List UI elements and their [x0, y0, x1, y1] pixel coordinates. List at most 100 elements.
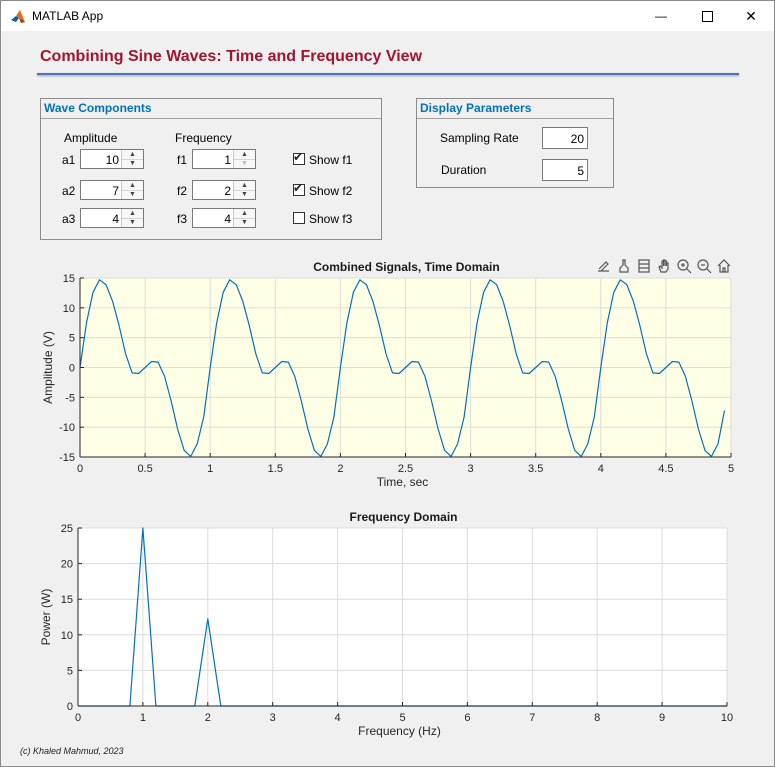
- data-tip-icon[interactable]: [634, 257, 654, 275]
- y-tick-label: -15: [59, 452, 75, 464]
- f1-label: f1: [177, 153, 188, 167]
- x-tick-label: 3.5: [528, 463, 543, 475]
- time-domain-chart[interactable]: 0 0.5 1 1.5 2 2.5 3 3.5 4 4.5 5 -15 -10 -5 0 5 10 15 Combi…: [41, 260, 734, 489]
- x-tick-label: 1: [207, 463, 213, 475]
- y-tick-label: -5: [65, 392, 75, 404]
- sampling-rate-value: 20: [570, 132, 584, 146]
- app-content: Combining Sine Waves: Time and Frequency…: [1, 31, 774, 766]
- show-f3-label[interactable]: Show f3: [309, 212, 353, 226]
- x-tick-label: 2.5: [398, 463, 413, 475]
- show-f2-label[interactable]: Show f2: [309, 184, 353, 198]
- duration-field[interactable]: 5: [542, 159, 588, 181]
- zoom-in-icon[interactable]: [674, 257, 694, 275]
- maximize-icon: [701, 10, 713, 22]
- y-tick-label: 15: [63, 273, 75, 285]
- increment-icon[interactable]: ▲: [234, 150, 255, 160]
- x-tick-label: 2: [337, 463, 343, 475]
- show-f3-checkbox[interactable]: [293, 212, 305, 224]
- minimize-button[interactable]: —: [638, 1, 684, 31]
- x-tick-label: 7: [529, 712, 535, 724]
- wave-components-title: Wave Components: [44, 101, 152, 115]
- decrement-icon[interactable]: ▼: [129, 160, 136, 167]
- a1-label: a1: [62, 153, 76, 167]
- wave-components-panel: Wave Components Amplitude Frequency a1 1…: [40, 98, 382, 240]
- checkmark-icon: ✔: [293, 181, 304, 195]
- y-tick-label: 0: [67, 701, 73, 713]
- copyright-text: (c) Khaled Mahmud, 2023: [20, 746, 124, 756]
- home-icon[interactable]: [714, 257, 734, 275]
- f3-value: 4: [224, 212, 231, 226]
- f2-label: f2: [177, 184, 188, 198]
- y-axis-label: Power (W): [39, 589, 53, 646]
- f2-value: 2: [224, 184, 231, 198]
- window-title: MATLAB App: [32, 9, 104, 23]
- x-tick-label: 1.5: [268, 463, 283, 475]
- app-header-title: Combining Sine Waves: Time and Frequency…: [40, 48, 423, 65]
- increment-icon[interactable]: ▲: [122, 209, 143, 219]
- f1-spinner[interactable]: 1 ▲ ▼: [192, 149, 256, 169]
- a3-label: a3: [62, 212, 76, 226]
- y-tick-label: 0: [69, 363, 75, 375]
- panel-divider: [41, 118, 381, 119]
- checkmark-icon: ✔: [293, 150, 304, 164]
- y-tick-label: 15: [61, 594, 73, 606]
- a2-spinner[interactable]: 7 ▲ ▼: [80, 180, 144, 200]
- title-bar: MATLAB App — ✕: [1, 1, 774, 31]
- y-axis-label: Amplitude (V): [41, 331, 55, 404]
- decrement-icon[interactable]: ▼: [241, 160, 248, 167]
- export-icon[interactable]: [594, 257, 614, 275]
- a1-spinner[interactable]: 10 ▲ ▼: [80, 149, 144, 169]
- axes-toolbar: [594, 257, 734, 275]
- f3-spinner[interactable]: 4 ▲ ▼: [192, 208, 256, 228]
- x-tick-label: 1: [140, 712, 146, 724]
- y-tick-label: 10: [63, 303, 75, 315]
- increment-icon[interactable]: ▲: [234, 209, 255, 219]
- show-f1-checkbox[interactable]: ✔: [293, 150, 305, 165]
- x-tick-label: 5: [399, 712, 405, 724]
- x-tick-label: 10: [721, 712, 733, 724]
- increment-icon[interactable]: ▲: [234, 181, 255, 191]
- header-underline: [37, 73, 739, 75]
- x-tick-label: 0: [77, 463, 83, 475]
- sampling-rate-label: Sampling Rate: [440, 131, 519, 145]
- x-tick-label: 0: [75, 712, 81, 724]
- panel-divider: [417, 118, 613, 119]
- chart-title: Combined Signals, Time Domain: [313, 260, 499, 274]
- x-axis-label: Time, sec: [377, 475, 429, 489]
- zoom-out-icon[interactable]: [694, 257, 714, 275]
- increment-icon[interactable]: ▲: [122, 181, 143, 191]
- x-tick-label: 5: [728, 463, 734, 475]
- y-tick-label: 10: [61, 630, 73, 642]
- decrement-icon[interactable]: ▼: [241, 219, 248, 226]
- decrement-icon[interactable]: ▼: [129, 219, 136, 226]
- y-tick-label: 25: [61, 523, 73, 535]
- close-button[interactable]: ✕: [728, 1, 774, 31]
- duration-value: 5: [577, 164, 584, 178]
- x-axis-label: Frequency (Hz): [358, 724, 441, 738]
- f1-value: 1: [224, 153, 231, 167]
- f2-spinner[interactable]: 2 ▲ ▼: [192, 180, 256, 200]
- a3-spinner[interactable]: 4 ▲ ▼: [80, 208, 144, 228]
- duration-label: Duration: [441, 163, 487, 177]
- minimize-icon: —: [655, 9, 667, 23]
- decrement-icon[interactable]: ▼: [129, 191, 136, 198]
- close-icon: ✕: [745, 7, 757, 24]
- increment-icon[interactable]: ▲: [122, 150, 143, 160]
- y-tick-label: 5: [67, 665, 73, 677]
- y-tick-label: -10: [59, 422, 75, 434]
- decrement-icon[interactable]: ▼: [241, 191, 248, 198]
- f3-label: f3: [177, 212, 188, 226]
- brush-icon[interactable]: [614, 257, 634, 275]
- show-f2-checkbox[interactable]: ✔: [293, 181, 305, 196]
- matlab-logo-icon: [11, 10, 25, 23]
- pan-icon[interactable]: [654, 257, 674, 275]
- x-tick-label: 3: [468, 463, 474, 475]
- x-tick-label: 6: [464, 712, 470, 724]
- x-tick-label: 4: [335, 712, 341, 724]
- frequency-domain-chart[interactable]: 0 1 2 3 4 5 6 7 8 9 10 0 5 10 15 20 25 Frequency Domain Fr…: [39, 510, 733, 738]
- maximize-button[interactable]: [684, 1, 730, 31]
- sampling-rate-field[interactable]: 20: [542, 127, 588, 149]
- show-f1-label[interactable]: Show f1: [309, 153, 353, 167]
- x-tick-label: 0.5: [137, 463, 152, 475]
